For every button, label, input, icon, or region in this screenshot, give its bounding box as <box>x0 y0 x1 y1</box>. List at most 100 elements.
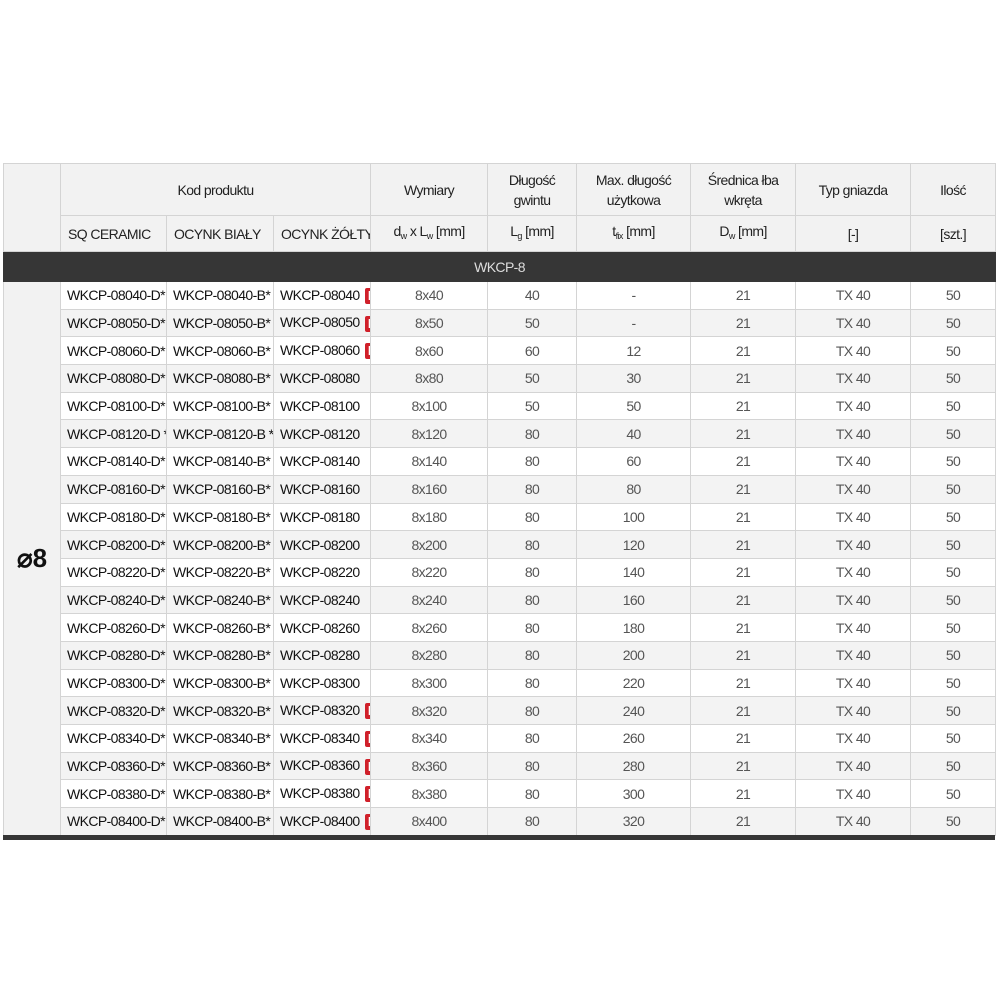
cell-dlugosc-gwintu: 50 <box>487 391 578 421</box>
cell-dlugosc-gwintu: 80 <box>487 640 578 670</box>
cell-wymiary: 8x260 <box>370 613 489 642</box>
cell-ilosc: 50 <box>910 779 997 809</box>
cell-typ-gniazda: TX 40 <box>795 585 912 615</box>
code-ocynk-zolty: WKCP-08380N <box>272 779 372 809</box>
cell-max-dlugosc: 260 <box>576 724 692 753</box>
code-text: WKCP-08240 <box>280 591 360 608</box>
code-sq-ceramic: WKCP-08140-D* <box>60 447 167 476</box>
code-sq-ceramic: WKCP-08080-D* <box>60 364 167 393</box>
cell-srednica: 21 <box>690 336 797 366</box>
code-ocynk-bialy: WKCP-08300-B* <box>166 668 274 698</box>
cell-typ-gniazda: TX 40 <box>795 447 912 476</box>
new-badge-icon: N <box>364 786 370 803</box>
code-text: WKCP-08340 <box>280 729 360 746</box>
code-sq-ceramic: WKCP-08100-D* <box>60 391 167 421</box>
code-text: WKCP-08380 <box>280 785 360 802</box>
code-text: WKCP-08320 <box>280 702 360 718</box>
cell-typ-gniazda: TX 40 <box>795 613 912 642</box>
table-row: WKCP-08080-D* WKCP-08080-B* WKCP-08080 8x80… <box>4 364 997 393</box>
cell-dlugosc-gwintu: 80 <box>487 696 578 725</box>
product-table: Kod produktu Wymiary Długość gwintu Max.… <box>2 163 997 836</box>
cell-max-dlugosc: 320 <box>576 807 692 836</box>
code-text: WKCP-08260 <box>280 619 360 636</box>
code-ocynk-bialy: WKCP-08360-B* <box>166 751 274 781</box>
code-ocynk-zolty: WKCP-08120 <box>272 419 372 449</box>
cell-max-dlugosc: - <box>576 281 692 310</box>
cell-typ-gniazda: TX 40 <box>795 391 912 421</box>
cell-max-dlugosc: 140 <box>576 557 692 587</box>
code-ocynk-bialy: WKCP-08340-B* <box>166 724 274 753</box>
table-row: WKCP-08400-D*WKCP-08400-B*WKCP-08400N8x4… <box>4 807 997 836</box>
cell-max-dlugosc: 60 <box>576 447 692 476</box>
cell-dlugosc-gwintu: 80 <box>487 779 578 809</box>
cell-max-dlugosc: 30 <box>576 364 692 393</box>
diameter-label: ⌀8 <box>3 281 61 836</box>
code-ocynk-bialy: WKCP-08100-B* <box>166 391 274 421</box>
code-text: WKCP-08360 <box>280 757 360 774</box>
cell-wymiary: 8x80 <box>370 364 489 393</box>
code-ocynk-bialy: WKCP-08400-B* <box>166 807 274 836</box>
cell-srednica: 21 <box>690 751 797 781</box>
cell-dlugosc-gwintu: 40 <box>487 281 578 310</box>
cell-ilosc: 50 <box>910 336 997 366</box>
table-row: WKCP-08200-D* WKCP-08200-B* WKCP-08200 8x20… <box>4 530 997 559</box>
cell-wymiary: 8x120 <box>370 419 489 449</box>
cell-typ-gniazda: TX 40 <box>795 364 912 393</box>
cell-dlugosc-gwintu: 80 <box>487 447 578 476</box>
cell-srednica: 21 <box>690 391 797 421</box>
group-label: WKCP-8 <box>2 251 997 282</box>
cell-max-dlugosc: 120 <box>576 530 692 559</box>
cell-dlugosc-gwintu: 80 <box>487 585 578 615</box>
code-sq-ceramic: WKCP-08340-D* <box>60 724 167 753</box>
code-ocynk-bialy: WKCP-08280-B* <box>166 640 274 670</box>
code-ocynk-bialy: WKCP-08260-B* <box>166 613 274 642</box>
cell-typ-gniazda: TX 40 <box>795 336 912 366</box>
subheader-ocynk-bialy: OCYNK BIAŁY <box>166 215 274 252</box>
code-text: WKCP-08160 <box>280 481 360 498</box>
cell-typ-gniazda: TX 40 <box>795 724 912 753</box>
cell-ilosc: 50 <box>910 281 997 310</box>
cell-max-dlugosc: 50 <box>576 391 692 421</box>
code-text: WKCP-08060 <box>280 342 360 359</box>
code-sq-ceramic: WKCP-08200-D* <box>60 530 167 559</box>
code-sq-ceramic: WKCP-08240-D* <box>60 585 167 615</box>
code-ocynk-zolty: WKCP-08280 <box>272 640 372 670</box>
code-sq-ceramic: WKCP-08360-D* <box>60 751 167 781</box>
code-sq-ceramic: WKCP-08380-D* <box>60 779 167 809</box>
cell-srednica: 21 <box>690 779 797 809</box>
code-ocynk-bialy: WKCP-08140-B* <box>166 447 274 476</box>
table-row: WKCP-08120-D * WKCP-08120-B * WKCP-08120 8x… <box>4 419 997 449</box>
unit-dw: Dw [mm] <box>690 215 797 252</box>
code-sq-ceramic: WKCP-08260-D* <box>60 613 167 642</box>
cell-typ-gniazda: TX 40 <box>795 751 912 781</box>
unit-ilosc: [szt.] <box>910 215 997 252</box>
cell-ilosc: 50 <box>910 447 997 476</box>
cell-ilosc: 50 <box>910 474 997 504</box>
header-max-dlugosc: Max. długość użytkowa <box>576 163 692 216</box>
cell-ilosc: 50 <box>910 391 997 421</box>
cell-dlugosc-gwintu: 50 <box>487 308 578 338</box>
code-ocynk-bialy: WKCP-08160-B* <box>166 474 274 504</box>
table-row: WKCP-08220-D* WKCP-08220-B* WKCP-08220 8x22… <box>4 557 997 587</box>
cell-srednica: 21 <box>690 557 797 587</box>
code-sq-ceramic: WKCP-08060-D* <box>60 336 167 366</box>
new-badge-icon: N <box>364 730 370 747</box>
code-text: WKCP-08180 <box>280 508 360 525</box>
cell-dlugosc-gwintu: 80 <box>487 613 578 642</box>
cell-srednica: 21 <box>690 530 797 559</box>
table-row: WKCP-08360-D*WKCP-08360-B*WKCP-08360N8x3… <box>4 751 997 781</box>
subheader-row: SQ CERAMIC OCYNK BIAŁY OCYNK ŻÓŁTY dw x … <box>4 215 997 252</box>
corner-cell <box>3 163 61 252</box>
cell-dlugosc-gwintu: 80 <box>487 530 578 559</box>
cell-max-dlugosc: 100 <box>576 502 692 532</box>
code-ocynk-bialy: WKCP-08240-B* <box>166 585 274 615</box>
cell-dlugosc-gwintu: 80 <box>487 807 578 836</box>
cell-max-dlugosc: - <box>576 308 692 338</box>
code-sq-ceramic: WKCP-08400-D* <box>60 807 167 836</box>
cell-dlugosc-gwintu: 80 <box>487 502 578 532</box>
cell-typ-gniazda: TX 40 <box>795 281 912 310</box>
cell-wymiary: 8x200 <box>370 530 489 559</box>
code-ocynk-zolty: WKCP-08080 <box>272 364 372 393</box>
cell-ilosc: 50 <box>910 807 997 836</box>
new-badge-icon: N <box>364 315 370 332</box>
